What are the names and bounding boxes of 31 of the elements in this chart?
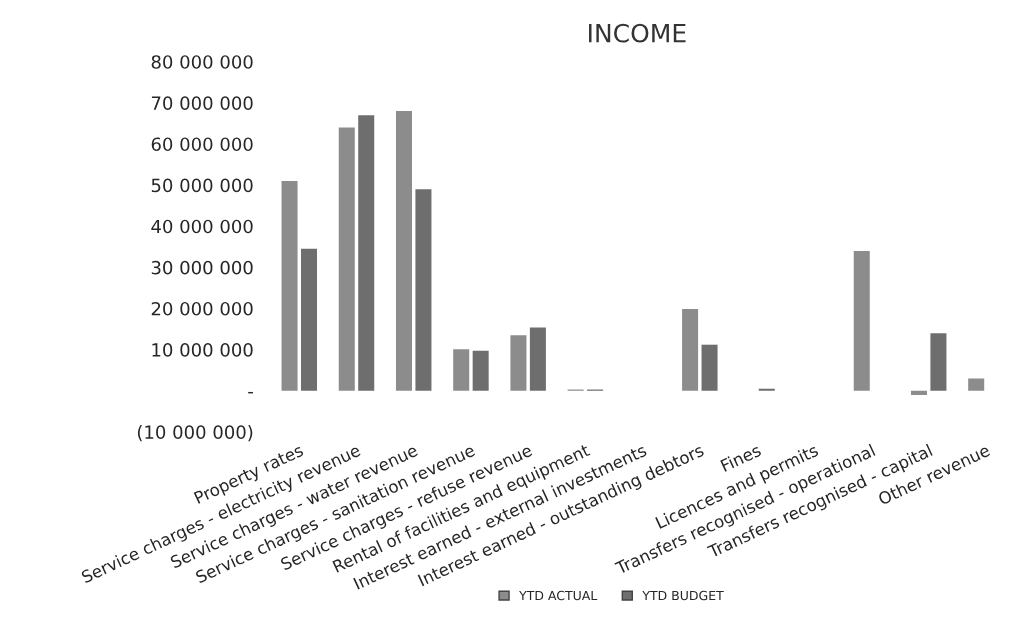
y-tick-label: 30 000 000 bbox=[151, 260, 253, 275]
y-tick-label: 20 000 000 bbox=[151, 301, 253, 316]
y-tick-label: 70 000 000 bbox=[151, 96, 253, 110]
y-tick-label: (10 000 000) bbox=[137, 425, 253, 442]
bar bbox=[510, 335, 527, 391]
bar bbox=[281, 180, 298, 391]
bar bbox=[758, 388, 775, 391]
y-tick-label: 80 000 000 bbox=[151, 55, 253, 69]
bar bbox=[529, 327, 546, 391]
bar bbox=[930, 333, 947, 391]
legend-label: YTD BUDGET bbox=[642, 590, 724, 601]
bar bbox=[701, 344, 718, 391]
bar bbox=[472, 350, 489, 391]
bar bbox=[415, 189, 432, 391]
bar bbox=[853, 250, 870, 391]
bar bbox=[395, 111, 412, 391]
y-tick-label: 60 000 000 bbox=[151, 137, 253, 152]
x-tick-label: Fines bbox=[720, 443, 762, 472]
chart-title: INCOME bbox=[589, 23, 686, 43]
bar bbox=[300, 248, 318, 391]
legend-label: YTD ACTUAL bbox=[519, 590, 598, 601]
bar bbox=[968, 378, 985, 391]
y-tick-label: - bbox=[248, 391, 253, 394]
bar bbox=[682, 308, 699, 391]
bar bbox=[358, 115, 375, 391]
bar bbox=[453, 349, 470, 391]
bar bbox=[910, 390, 927, 395]
y-tick-label: 10 000 000 bbox=[152, 343, 253, 357]
y-tick-label: 40 000 000 bbox=[151, 219, 253, 234]
y-tick-label: 50 000 000 bbox=[151, 178, 253, 193]
bar bbox=[338, 127, 355, 391]
